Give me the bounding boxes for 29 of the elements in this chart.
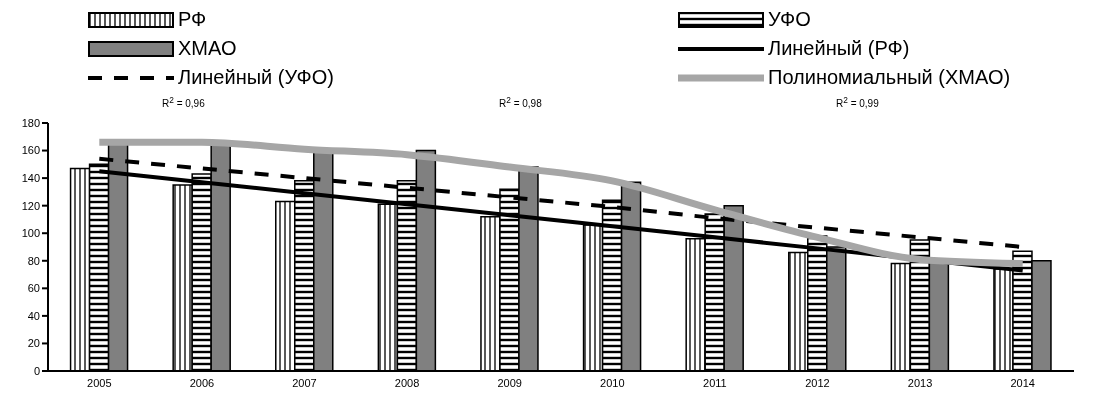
x-tick-label: 2010 bbox=[600, 376, 625, 389]
legend-label: Линейный (УФО) bbox=[178, 66, 334, 89]
legend-label: РФ bbox=[178, 8, 207, 31]
y-tick-label: 160 bbox=[21, 144, 40, 157]
text: R$^{2}$ = 0,96 bbox=[162, 95, 205, 110]
x-tick-label: 2005 bbox=[87, 376, 112, 389]
y-tick-label: 20 bbox=[27, 337, 40, 350]
x-tick-label: 2006 bbox=[189, 376, 215, 389]
legend-label: Полиномиальный (ХМАО) bbox=[768, 66, 1011, 89]
text: R$^{2}$ = 0,98 bbox=[499, 95, 542, 110]
x-tick-label: 2008 bbox=[394, 376, 420, 389]
x-tick-label: 2009 bbox=[497, 376, 522, 389]
y-tick-label: 140 bbox=[21, 172, 40, 185]
legend-label: Линейный (РФ) bbox=[768, 37, 910, 60]
y-tick-label: 60 bbox=[27, 282, 40, 295]
x-tick-label: 2013 bbox=[907, 376, 933, 389]
x-tick-label: 2014 bbox=[1010, 376, 1035, 389]
x-tick-label: 2012 bbox=[805, 376, 830, 389]
y-tick-label: 40 bbox=[27, 309, 40, 322]
y-tick-label: 80 bbox=[27, 254, 40, 267]
text: R$^{2}$ = 0,99 bbox=[836, 95, 879, 110]
y-tick-label: 120 bbox=[21, 199, 40, 212]
x-tick-label: 2011 bbox=[703, 376, 727, 389]
y-tick-label: 180 bbox=[21, 116, 40, 129]
legend-label: ХМАО bbox=[178, 37, 237, 60]
y-tick-label: 0 bbox=[33, 364, 40, 377]
y-tick-label: 100 bbox=[21, 227, 40, 240]
legend-label: УФО bbox=[768, 8, 811, 31]
x-tick-label: 2007 bbox=[292, 376, 317, 389]
